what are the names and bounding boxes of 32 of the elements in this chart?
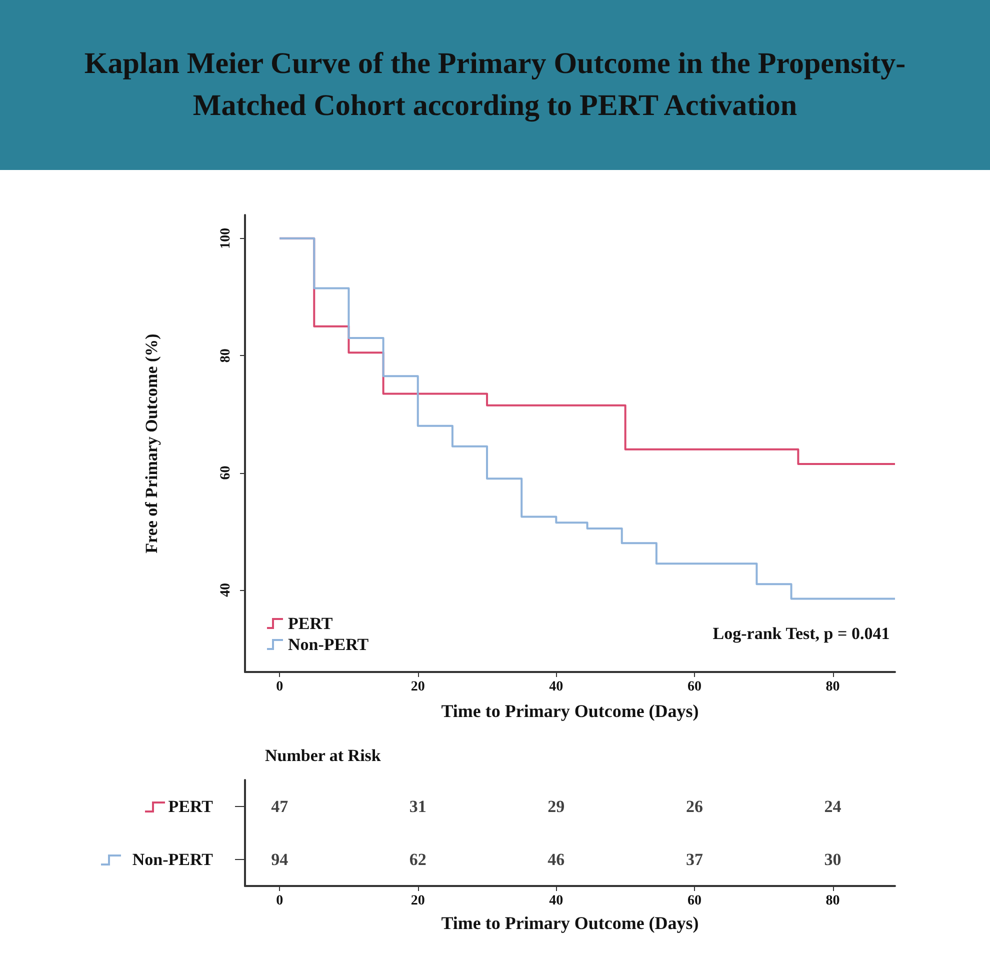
- legend-label: PERT: [288, 614, 334, 633]
- x-tick-label: 40: [549, 894, 564, 908]
- data-label: 29: [548, 797, 565, 816]
- x-axis-title: Time to Primary Outcome (Days): [441, 701, 699, 721]
- data-label: 30: [824, 850, 842, 869]
- x-tick-label: 0: [276, 894, 284, 908]
- data-label: 46: [548, 850, 565, 869]
- x-tick-label: 20: [410, 894, 425, 908]
- y-axis-title: Free of Primary Outcome (%): [142, 334, 161, 554]
- x-tick-label: 0: [276, 680, 284, 694]
- y-tick-label: 60: [218, 466, 234, 480]
- chart-title: Number at Risk: [265, 746, 382, 765]
- y-tick-label: 80: [218, 348, 234, 363]
- data-label: 94: [271, 850, 289, 869]
- x-tick-label: 60: [687, 894, 702, 908]
- annotation: Log-rank Test, p = 0.041: [712, 624, 890, 643]
- data-label: 24: [824, 797, 842, 816]
- x-tick-label: 60: [687, 680, 702, 694]
- legend-label: Non-PERT: [288, 635, 370, 654]
- data-label: 47: [271, 797, 289, 816]
- y-tick-label: 100: [218, 228, 234, 249]
- chart-title: Kaplan Meier Curve of the Primary Outcome in the Propensity-Matched Cohort according to PERT Activation: [83, 46, 907, 124]
- x-tick-label: 80: [826, 894, 840, 908]
- data-label: 26: [686, 797, 703, 816]
- x-tick-label: 20: [410, 680, 425, 694]
- y-tick-label: 40: [218, 582, 234, 597]
- data-label: 37: [686, 850, 704, 869]
- x-tick-label: 40: [549, 680, 564, 694]
- x-tick-label: 80: [826, 680, 840, 694]
- x-axis-title: Time to Primary Outcome (Days): [441, 913, 699, 933]
- data-label: 62: [409, 850, 426, 869]
- data-label: 31: [409, 797, 426, 816]
